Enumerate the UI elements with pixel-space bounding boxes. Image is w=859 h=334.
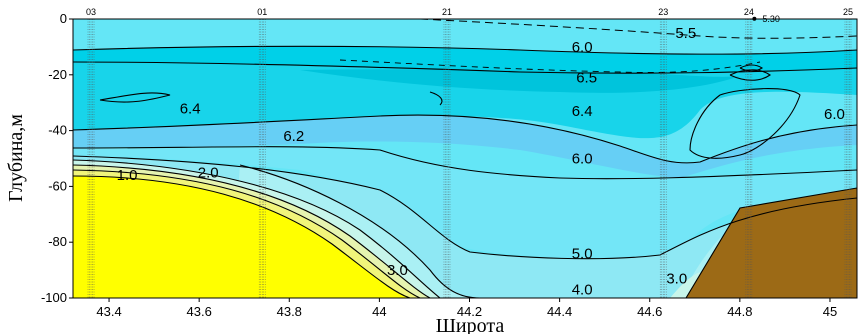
- contour-label-5: 6.2: [283, 128, 304, 145]
- x-tick-label: 44: [372, 304, 386, 319]
- x-axis-label: Широта: [436, 315, 505, 334]
- contour-label-10: 3.0: [387, 262, 408, 279]
- contour-label-7: 6.0: [824, 106, 845, 123]
- contour-label-9: 2.0: [198, 164, 219, 181]
- station-21: 21: [442, 7, 452, 298]
- contour-label-6: 6.0: [572, 151, 593, 168]
- contour-line-4: [73, 155, 857, 260]
- contour-line-7: [73, 164, 431, 298]
- contour-line-2: [73, 114, 857, 164]
- y-tick-label: -40: [48, 123, 67, 138]
- contour-fills: [73, 19, 857, 298]
- station-label: 23: [658, 7, 668, 17]
- station-25: 25: [843, 7, 853, 298]
- contour-line-15: [429, 91, 443, 106]
- contour-labels: 5.5 6.0 6.5 6.4 6.4 6.2 6.0 6.0 1.0 2.0 3.0 5.0 4.0 3…: [117, 14, 845, 299]
- x-tick-label: 44.6: [637, 304, 662, 319]
- contour-label-8: 1.0: [117, 167, 138, 184]
- contour-line-8: [73, 169, 421, 298]
- contour-band-core-11: [73, 176, 410, 298]
- contour-band-band-60-65-1: [73, 46, 857, 74]
- contour-line-10: [685, 187, 857, 298]
- contour-label-13: 3.0: [666, 270, 687, 287]
- station-label: 25: [843, 7, 853, 17]
- station-label: 03: [86, 7, 96, 17]
- x-tick-label: 44.2: [457, 304, 482, 319]
- contour-label-12: 4.0: [572, 282, 593, 299]
- station-01: 01: [257, 7, 267, 298]
- contour-line-dashed-6-5: [339, 59, 761, 73]
- contour-line-0: [73, 45, 857, 55]
- station-label: 01: [257, 7, 267, 17]
- x-tick-label: 43.8: [277, 304, 302, 319]
- contour-label-1: 6.0: [572, 39, 593, 56]
- contour-line-11: [689, 88, 801, 159]
- contour-label-0: 5.5: [675, 25, 696, 42]
- station-markers: 03 01 21 23 24 25: [86, 7, 853, 298]
- contour-line-dashed-5-5: [419, 19, 857, 39]
- contour-line-5: [239, 164, 481, 298]
- contour-line-12: [729, 69, 771, 81]
- contour-line-14: [99, 92, 171, 103]
- contour-lines: [73, 19, 857, 298]
- contour-label-2: 6.5: [576, 70, 597, 87]
- contour-band-bottom-13: [686, 188, 857, 298]
- contour-label-4: 6.4: [572, 103, 593, 120]
- station-label: 24: [744, 7, 754, 17]
- axes: 43.4 43.6 43.8 44 44.2 44.4 44.6 44.8 45 0 -20 -40 -…: [41, 11, 858, 319]
- y-axis-label: Глубина,м: [5, 114, 27, 202]
- contour-label-3: 6.4: [180, 100, 201, 117]
- contour-line-3: [73, 146, 857, 180]
- y-tick-label: -100: [41, 290, 67, 305]
- station-03: 03: [86, 7, 96, 298]
- y-tick-label: -20: [48, 67, 67, 82]
- contour-band-band-62-4: [73, 115, 857, 178]
- contour-line-9: [73, 175, 411, 298]
- y-tick-label: 0: [60, 11, 67, 26]
- x-tick-label: 43.4: [96, 304, 121, 319]
- station-label: 21: [442, 7, 452, 17]
- station-23: 23: [658, 7, 668, 298]
- contour-band-band-mid-5: [73, 146, 857, 263]
- contour-band-band-65-3: [300, 69, 740, 93]
- x-tick-label: 45: [823, 304, 837, 319]
- x-tick-label: 44.8: [727, 304, 752, 319]
- y-tick-label: -80: [48, 234, 67, 249]
- x-tick-label: 44.4: [547, 304, 572, 319]
- x-tick-label: 43.6: [187, 304, 212, 319]
- contour-line-6: [73, 159, 441, 298]
- plot-frame: [72, 18, 858, 299]
- y-tick-label: -60: [48, 178, 67, 193]
- contour-line-13: [739, 64, 763, 72]
- station-24: 24: [744, 7, 754, 298]
- contour-label-11: 5.0: [572, 245, 593, 262]
